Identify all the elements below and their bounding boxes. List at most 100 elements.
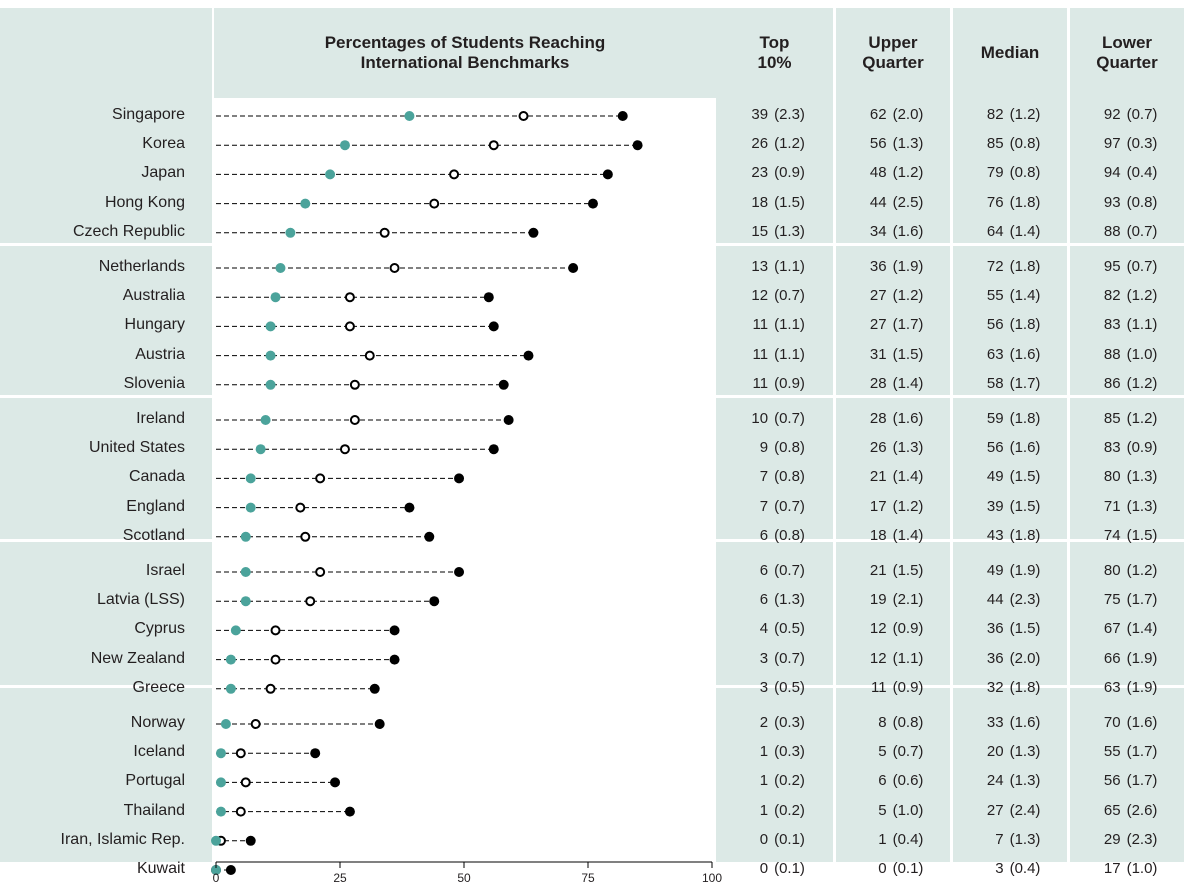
cell-standard-error: (1.1) <box>1126 316 1158 334</box>
table-cell-median: 36 (1.5) <box>953 619 1067 639</box>
table-cell-upper: 28 (1.6) <box>836 409 950 429</box>
cell-standard-error: (1.2) <box>1126 374 1158 392</box>
cell-standard-error: (1.6) <box>892 222 924 240</box>
cell-value: 27 <box>986 801 1004 819</box>
column-divider <box>1067 8 1070 862</box>
cell-standard-error: (2.3) <box>1126 830 1158 848</box>
country-label: England <box>126 497 185 515</box>
top10-point <box>300 198 311 209</box>
cell-standard-error: (2.6) <box>1126 801 1158 819</box>
cell-value: 74 <box>1103 526 1121 544</box>
cell-value: 72 <box>986 258 1004 275</box>
top10-point <box>215 806 226 817</box>
country-label: Cyprus <box>134 620 185 638</box>
cell-standard-error: (2.3) <box>774 106 805 123</box>
table-cell-top10: 3 (0.5) <box>716 678 833 698</box>
cell-standard-error: (1.6) <box>1009 345 1041 363</box>
country-label: Scotland <box>122 526 185 544</box>
cell-value: 7 <box>759 468 769 486</box>
top10-point <box>240 567 251 577</box>
cell-value: 28 <box>869 410 887 427</box>
upper-quarter-point <box>235 748 246 759</box>
table-cell-upper: 19 (2.1) <box>836 590 950 610</box>
cell-standard-error: (1.5) <box>1009 497 1041 515</box>
col-header-upper: Upper Quarter <box>836 8 950 98</box>
table-cell-upper: 12 (0.9) <box>836 619 950 639</box>
table-cell-lower: 83 (1.1) <box>1070 315 1184 335</box>
country-label: New Zealand <box>90 649 185 667</box>
cell-value: 11 <box>752 374 769 392</box>
cell-standard-error: (1.8) <box>1009 526 1041 544</box>
country-label: United States <box>88 439 185 457</box>
table-cell-top10: 7 (0.7) <box>716 497 833 517</box>
table-cell-top10: 26 (1.2) <box>716 134 833 154</box>
country-label: Japan <box>141 164 185 182</box>
col-header-lower-line-1: Lower <box>1101 33 1153 52</box>
top10-point <box>211 835 221 846</box>
cell-standard-error: (0.9) <box>774 164 805 182</box>
top10-point <box>225 683 236 694</box>
cell-standard-error: (1.4) <box>1009 222 1041 240</box>
table-cell-median: 33 (1.6) <box>953 713 1067 733</box>
median-point <box>310 748 321 759</box>
cell-standard-error: (1.6) <box>1009 714 1041 731</box>
cell-standard-error: (1.3) <box>892 439 924 457</box>
cell-value: 58 <box>986 374 1004 392</box>
upper-quarter-point <box>270 654 281 665</box>
table-cell-lower: 80 (1.2) <box>1070 561 1184 581</box>
table-cell-top10: 2 (0.3) <box>716 713 833 733</box>
upper-quarter-point <box>250 719 261 729</box>
table-cell-lower: 65 (2.6) <box>1070 801 1184 821</box>
cell-value: 7 <box>759 497 769 515</box>
median-point <box>568 263 579 273</box>
upper-quarter-point <box>300 531 311 542</box>
plot-title-line-2: International Benchmarks <box>360 53 570 72</box>
table-cell-top10: 6 (0.7) <box>716 561 833 581</box>
cell-standard-error: (1.0) <box>1126 860 1158 877</box>
cell-standard-error: (1.1) <box>892 649 924 667</box>
cell-value: 55 <box>1103 743 1121 761</box>
upper-quarter-point <box>429 198 440 209</box>
country-label: Canada <box>128 468 185 486</box>
country-label: Hong Kong <box>104 193 185 211</box>
table-cell-top10: 4 (0.5) <box>716 619 833 639</box>
cell-standard-error: (1.8) <box>1009 678 1041 696</box>
table-cell-upper: 28 (1.4) <box>836 374 950 394</box>
table-cell-lower: 95 (0.7) <box>1070 257 1184 277</box>
cell-value: 36 <box>986 620 1004 638</box>
cell-value: 67 <box>1103 620 1121 638</box>
median-point <box>587 198 598 209</box>
cell-standard-error: (0.8) <box>1126 193 1158 211</box>
table-cell-top10: 1 (0.2) <box>716 801 833 821</box>
cell-value: 27 <box>869 287 887 305</box>
table-cell-median: 27 (2.4) <box>953 801 1067 821</box>
table-cell-top10: 7 (0.8) <box>716 467 833 487</box>
plot-header-panel <box>214 8 716 98</box>
cell-standard-error: (1.3) <box>892 135 924 153</box>
cell-standard-error: (1.3) <box>1009 743 1041 761</box>
cell-value: 27 <box>869 316 887 334</box>
cell-value: 15 <box>751 222 769 240</box>
table-cell-top10: 9 (0.8) <box>716 438 833 458</box>
median-point <box>454 473 465 484</box>
cell-standard-error: (1.4) <box>892 468 924 486</box>
cell-value: 64 <box>986 222 1004 240</box>
upper-quarter-point <box>389 263 400 273</box>
median-point <box>602 169 613 180</box>
cell-standard-error: (2.0) <box>1009 649 1041 667</box>
upper-quarter-point <box>339 444 350 455</box>
country-label: Netherlands <box>98 258 185 275</box>
cell-value: 0 <box>759 860 769 877</box>
cell-standard-error: (0.7) <box>1126 106 1158 123</box>
top10-point <box>240 596 251 607</box>
cell-standard-error: (1.2) <box>892 287 924 305</box>
table-cell-upper: 12 (1.1) <box>836 649 950 669</box>
cell-standard-error: (0.4) <box>1126 164 1158 182</box>
cell-value: 17 <box>1103 860 1121 877</box>
top10-point <box>270 292 281 303</box>
plot-title-line-1: Percentages of Students Reaching <box>324 33 606 52</box>
top10-point <box>220 719 231 729</box>
cell-value: 93 <box>1103 193 1121 211</box>
cell-value: 44 <box>869 193 887 211</box>
cell-standard-error: (0.8) <box>1009 135 1041 153</box>
